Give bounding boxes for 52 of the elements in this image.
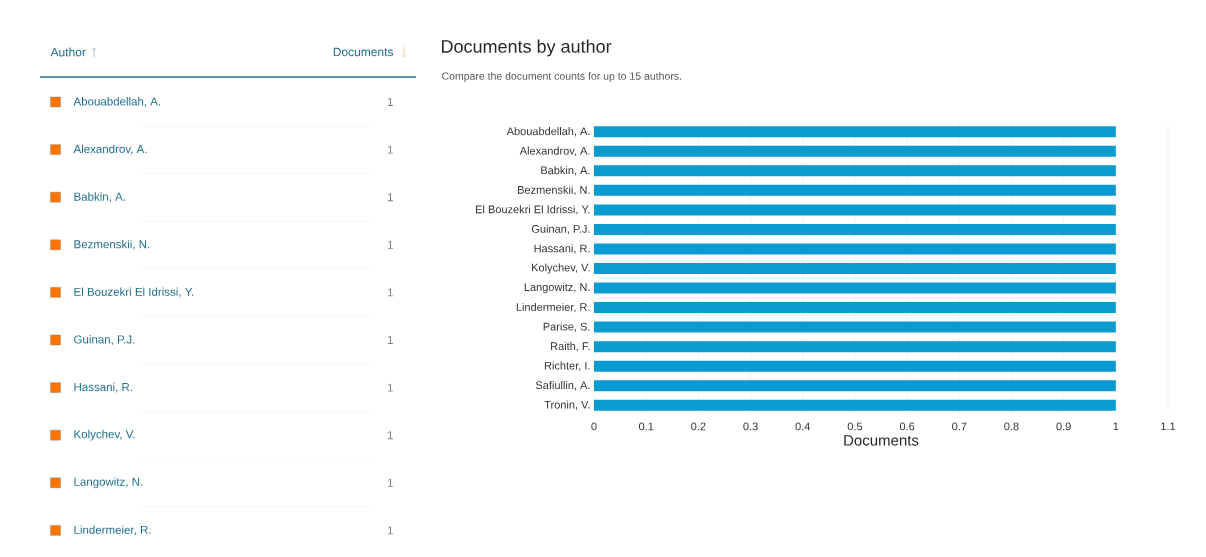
text: 1	[387, 336, 393, 344]
x-tick-label: 0.9	[1056, 422, 1071, 431]
y-tick-label: Guinan, P.J.	[531, 224, 590, 235]
x-tick-label: 0.6	[899, 422, 915, 431]
y-tick-label: Kolychev, V.	[532, 263, 590, 274]
y-tick-label: Tronin, V.	[544, 400, 590, 410]
text: Kolychev, V.	[74, 429, 135, 441]
text: Babkin, A.	[74, 192, 125, 203]
y-tick-label: Lindermeier, R.	[516, 302, 590, 313]
x-tick-label: 0.8	[1004, 422, 1019, 431]
text: 1	[387, 383, 393, 392]
y-tick-label: Raith, F.	[551, 341, 590, 352]
y-tick-label: Alexandrov, A.	[519, 146, 590, 156]
y-tick-label: Parise, S.	[543, 322, 590, 332]
y-tick-label: Richter, I.	[544, 361, 590, 371]
x-tick-label: 1.1	[1161, 422, 1176, 431]
text: Langowitz, N.	[74, 477, 143, 489]
x-tick-label: 0	[591, 422, 597, 431]
text: 1	[387, 478, 393, 487]
text: Bezmenskii, N.	[74, 239, 150, 250]
text: Guinan, P.J.	[74, 335, 135, 345]
y-tick-label: Safiullin, A.	[535, 381, 590, 391]
x-tick-label: 1	[1113, 422, 1119, 431]
x-tick-label: 0.1	[638, 422, 654, 431]
y-tick-label: Babkin, A.	[541, 166, 590, 176]
y-tick-label: Langowitz, N.	[524, 282, 590, 294]
x-axis-title: Documents	[844, 435, 919, 446]
x-tick-label: 0.4	[795, 422, 811, 431]
y-tick-label: Hassani, R.	[534, 244, 590, 254]
x-tick-label: 0.3	[743, 422, 758, 431]
text: 1	[387, 431, 393, 440]
chart-title: Documents by author	[442, 39, 612, 57]
y-tick-label: Abouabdellah, A.	[506, 127, 590, 137]
text: Author	[50, 47, 86, 57]
text: 1	[387, 98, 393, 106]
x-tick-label: 0.5	[847, 422, 863, 431]
chart-subtitle: Compare the document counts for up to 15 authors.	[442, 72, 682, 82]
text: 1	[387, 288, 393, 297]
y-tick-label: El Bouzekri El Idrissi, Y.	[476, 205, 590, 215]
text: Hassani, R.	[74, 382, 132, 393]
text: 1	[387, 145, 393, 154]
x-tick-label: 0.2	[691, 422, 706, 431]
text: 1	[387, 240, 393, 249]
text: Abouabdellah, A.	[73, 97, 161, 107]
text: Alexandrov, A.	[73, 144, 147, 155]
y-tick-label: Bezmenskii, N.	[518, 185, 590, 196]
text: Documents	[333, 47, 394, 57]
text: El Bouzekri El Idrissi, Y.	[74, 287, 194, 298]
text: Lindermeier, R.	[74, 525, 151, 536]
x-tick-label: 0.7	[952, 422, 967, 431]
text: 1	[387, 526, 393, 535]
text: 1	[387, 193, 393, 202]
